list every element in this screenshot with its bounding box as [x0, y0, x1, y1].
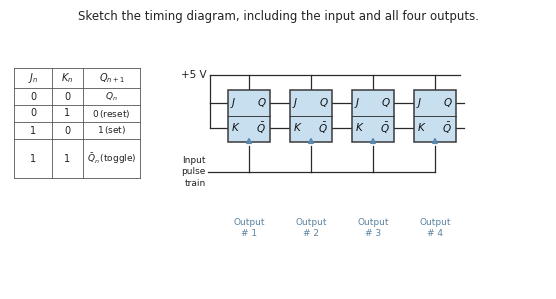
- Polygon shape: [246, 138, 251, 144]
- Text: $1\,(\mathrm{set})$: $1\,(\mathrm{set})$: [97, 124, 126, 137]
- Text: 0: 0: [64, 126, 71, 135]
- Text: Output
# 4: Output # 4: [419, 218, 451, 238]
- Text: J: J: [294, 98, 297, 108]
- Text: $\bar{Q}_n\,(\mathrm{toggle})$: $\bar{Q}_n\,(\mathrm{toggle})$: [87, 151, 136, 166]
- Bar: [352, 90, 394, 142]
- Text: $\bar{Q}$: $\bar{Q}$: [256, 120, 266, 135]
- Text: 0: 0: [64, 91, 71, 101]
- Text: Sketch the timing diagram, including the input and all four outputs.: Sketch the timing diagram, including the…: [77, 10, 479, 23]
- Bar: [228, 90, 270, 142]
- Text: K: K: [356, 123, 363, 133]
- Text: Output
# 2: Output # 2: [295, 218, 327, 238]
- Text: Q: Q: [444, 98, 452, 108]
- Text: Output
# 1: Output # 1: [234, 218, 265, 238]
- Polygon shape: [433, 138, 438, 144]
- Polygon shape: [309, 138, 314, 144]
- Text: K: K: [418, 123, 425, 133]
- Text: Q: Q: [258, 98, 266, 108]
- Text: $Q_{n+1}$: $Q_{n+1}$: [98, 71, 125, 85]
- Text: +5 V: +5 V: [181, 70, 207, 80]
- Bar: [414, 90, 456, 142]
- Text: 1: 1: [64, 153, 71, 164]
- Bar: [290, 90, 332, 142]
- Text: K: K: [294, 123, 301, 133]
- Text: Q: Q: [382, 98, 390, 108]
- Text: 0: 0: [30, 91, 36, 101]
- Text: $J_n$: $J_n$: [28, 71, 38, 85]
- Text: $\bar{Q}$: $\bar{Q}$: [318, 120, 328, 135]
- Text: K: K: [232, 123, 239, 133]
- Text: Input
pulse
train: Input pulse train: [182, 156, 206, 187]
- Text: 1: 1: [30, 126, 36, 135]
- Text: $K_n$: $K_n$: [61, 71, 73, 85]
- Text: $Q_n$: $Q_n$: [105, 90, 118, 103]
- Text: J: J: [418, 98, 421, 108]
- Text: J: J: [232, 98, 235, 108]
- Polygon shape: [370, 138, 375, 144]
- Text: $\bar{Q}$: $\bar{Q}$: [442, 120, 452, 135]
- Text: $\bar{Q}$: $\bar{Q}$: [380, 120, 390, 135]
- Text: J: J: [356, 98, 359, 108]
- Text: Output
# 3: Output # 3: [358, 218, 389, 238]
- Text: 1: 1: [30, 153, 36, 164]
- Text: 0: 0: [30, 109, 36, 118]
- Text: 1: 1: [64, 109, 71, 118]
- Text: $0\,(\mathrm{reset})$: $0\,(\mathrm{reset})$: [92, 108, 131, 120]
- Text: Q: Q: [320, 98, 328, 108]
